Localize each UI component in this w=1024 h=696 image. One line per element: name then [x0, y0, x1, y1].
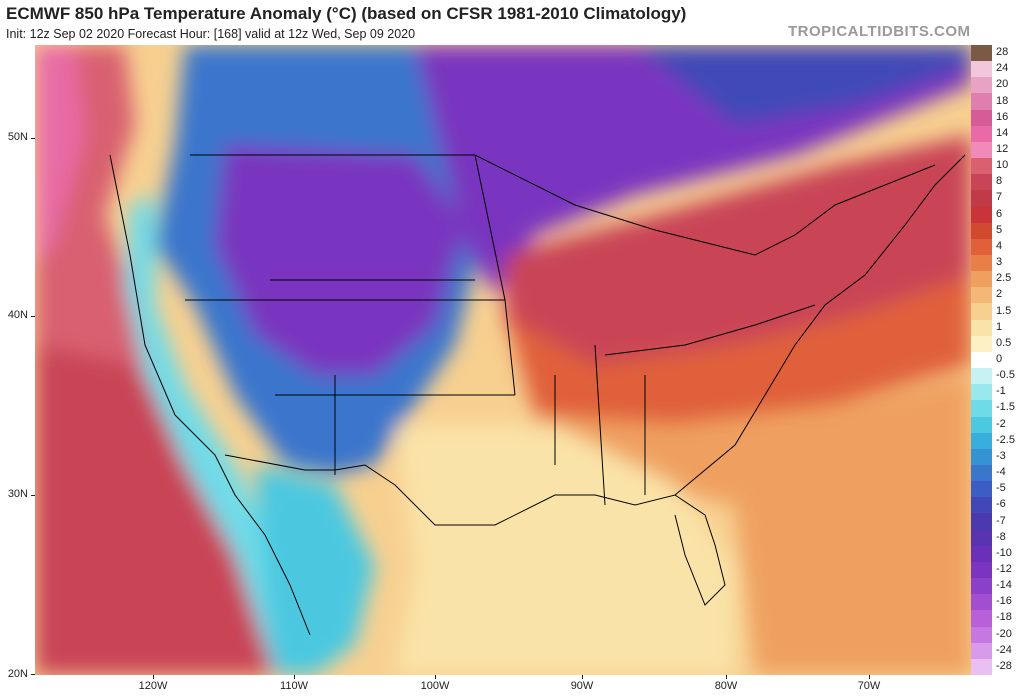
colorbar-label: -6 — [996, 498, 1006, 511]
colorbar-cell — [971, 45, 992, 62]
watermark: TROPICALTIDBITS.COM — [788, 23, 971, 40]
colorbar-label: 7 — [996, 191, 1003, 204]
colorbar — [971, 45, 992, 676]
colorbar-label: 8 — [996, 175, 1003, 188]
colorbar-label: -10 — [996, 546, 1012, 559]
colorbar-label: 20 — [996, 78, 1009, 91]
lon-label-90w: 90W — [570, 680, 594, 692]
colorbar-cell — [971, 93, 992, 111]
colorbar-cell — [971, 238, 992, 256]
colorbar-label: -5 — [996, 482, 1006, 495]
colorbar-cell — [971, 174, 992, 191]
anomaly-map — [35, 45, 971, 675]
colorbar-label: -14 — [996, 579, 1012, 592]
colorbar-label: 4 — [996, 239, 1003, 252]
colorbar-label: 6 — [996, 207, 1003, 220]
colorbar-cell — [971, 206, 992, 224]
colorbar-cell — [971, 287, 992, 304]
colorbar-cell — [971, 481, 992, 498]
colorbar-label: 0 — [996, 353, 1003, 365]
colorbar-label: -0.5 — [996, 369, 1015, 382]
colorbar-label: 1.5 — [996, 304, 1012, 317]
boundaries — [109, 154, 966, 636]
colorbar-label: 2 — [996, 288, 1003, 301]
colorbar-label: 1 — [996, 320, 1003, 333]
colorbar-cell — [971, 448, 992, 466]
colorbar-cell — [971, 529, 992, 547]
colorbar-cell — [971, 626, 992, 644]
colorbar-cell — [971, 335, 992, 353]
colorbar-label: -1 — [996, 385, 1006, 398]
colorbar-label: -2.5 — [996, 433, 1015, 446]
colorbar-cell — [971, 77, 992, 94]
colorbar-label: 16 — [996, 110, 1009, 123]
colorbar-cell — [971, 497, 992, 514]
colorbar-cell — [971, 271, 992, 288]
colorbar-cell — [971, 513, 992, 531]
colorbar-label: -16 — [996, 595, 1012, 608]
colorbar-label: 10 — [996, 159, 1009, 172]
colorbar-cell — [971, 545, 992, 563]
colorbar-cell — [971, 416, 992, 434]
lon-label-70w: 70W — [857, 680, 881, 692]
colorbar-cell — [971, 610, 992, 628]
colorbar-label: 3 — [996, 256, 1003, 269]
colorbar-cell — [971, 432, 992, 450]
colorbar-label: -20 — [996, 627, 1012, 640]
colorbar-cell — [971, 400, 992, 418]
colorbar-label: -18 — [996, 611, 1012, 624]
colorbar-label: 12 — [996, 143, 1009, 155]
colorbar-label: -28 — [996, 659, 1012, 672]
colorbar-cell — [971, 594, 992, 611]
colorbar-cell — [971, 319, 992, 337]
colorbar-cell — [971, 658, 992, 676]
lon-label-120w: 120W — [138, 680, 168, 692]
lat-label-30n: 30N — [7, 488, 28, 500]
colorbar-cell — [971, 465, 992, 482]
colorbar-label: 2.5 — [996, 272, 1012, 285]
colorbar-label: -1.5 — [996, 401, 1015, 414]
colorbar-label: -24 — [996, 643, 1012, 656]
colorbar-cell — [971, 190, 992, 208]
colorbar-cell — [971, 578, 992, 595]
chart-subtitle: Init: 12z Sep 02 2020 Forecast Hour: [16… — [6, 27, 416, 41]
colorbar-label: -12 — [996, 563, 1012, 575]
colorbar-cell — [971, 368, 992, 385]
colorbar-cell — [971, 125, 992, 143]
lon-label-110w: 110W — [280, 680, 308, 692]
colorbar-label: 24 — [996, 62, 1009, 75]
colorbar-cell — [971, 642, 992, 660]
chart-title: ECMWF 850 hPa Temperature Anomaly (°C) (… — [6, 4, 687, 23]
lon-label-100w: 100W — [420, 680, 450, 692]
colorbar-label: 14 — [996, 126, 1009, 139]
colorbar-cell — [971, 222, 992, 240]
colorbar-label: -3 — [996, 449, 1006, 462]
colorbar-cell — [971, 109, 992, 127]
colorbar-cell — [971, 61, 992, 78]
colorbar-label: -2 — [996, 417, 1006, 430]
colorbar-label: -4 — [996, 466, 1006, 479]
colorbar-label: 28 — [996, 46, 1009, 59]
lat-label-50n: 50N — [7, 131, 28, 143]
colorbar-label: -7 — [996, 514, 1006, 527]
colorbar-cell — [971, 561, 992, 579]
colorbar-cell — [971, 384, 992, 401]
colorbar-label: -8 — [996, 530, 1006, 543]
colorbar-cell — [971, 141, 992, 159]
lat-label-40n: 40N — [7, 309, 28, 321]
colorbar-cell — [971, 158, 992, 175]
colorbar-label: 0.5 — [996, 336, 1012, 349]
colorbar-label: 5 — [996, 223, 1003, 236]
lon-label-80w: 80W — [714, 680, 738, 692]
lat-label-20n: 20N — [7, 668, 28, 680]
colorbar-label: 18 — [996, 94, 1009, 107]
colorbar-cell — [971, 255, 992, 272]
colorbar-cell — [971, 303, 992, 321]
colorbar-cell — [971, 351, 992, 369]
